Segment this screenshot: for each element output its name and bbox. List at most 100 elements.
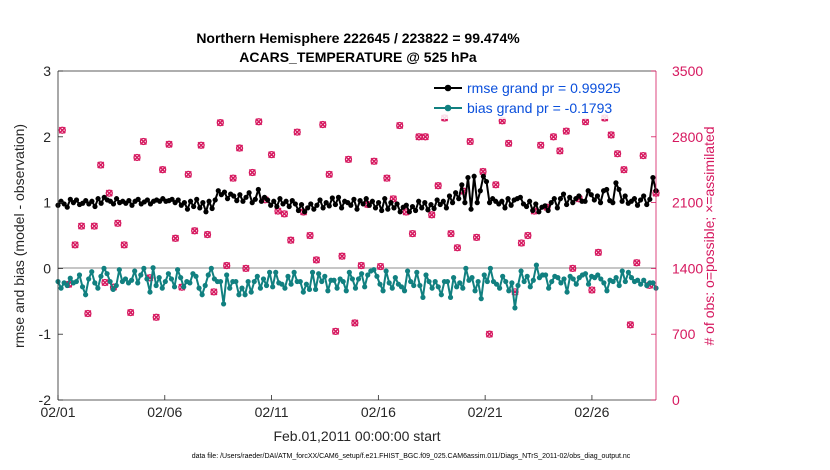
- bias-point: [503, 278, 509, 285]
- bias-point: [558, 280, 564, 286]
- bias-point: [175, 267, 181, 273]
- rmse-point: [323, 200, 329, 206]
- obs-assimilated-marker: [421, 133, 429, 141]
- obs-assimilated-marker: [633, 259, 641, 267]
- obs-assimilated-marker: [453, 244, 461, 252]
- obs-assimilated-marker: [71, 241, 79, 249]
- bias-point: [79, 284, 86, 290]
- obs-assimilated-marker: [223, 262, 231, 270]
- bias-point: [546, 285, 552, 291]
- bias-point: [527, 284, 533, 290]
- bias-point: [217, 278, 224, 285]
- obs-possible-marker: [626, 321, 635, 329]
- rmse-point: [271, 198, 277, 204]
- bias-point: [239, 285, 245, 291]
- rmse-point: [597, 200, 604, 206]
- bias-point: [438, 292, 444, 298]
- obs-assimilated-marker: [524, 231, 532, 240]
- bias-point: [199, 292, 205, 298]
- obs-assimilated-marker: [197, 141, 205, 149]
- bias-point: [444, 278, 451, 285]
- bias-point: [533, 262, 540, 268]
- rmse-point: [564, 201, 570, 208]
- rmse-point: [582, 198, 588, 204]
- bias-point: [322, 273, 328, 279]
- y-tick-label: 1: [43, 195, 51, 211]
- rmse-point: [110, 201, 117, 207]
- rmse-point: [456, 196, 462, 202]
- bias-point: [432, 278, 438, 285]
- chart-title-line-1: Northern Hemisphere 222645 / 223822 = 99…: [196, 30, 520, 46]
- x-tick-label: 02/01: [40, 404, 75, 420]
- obs-assimilated-marker: [77, 222, 86, 230]
- obs-possible-marker: [97, 161, 105, 169]
- bias-point: [267, 269, 273, 275]
- rmse-point: [332, 201, 339, 208]
- rmse-point: [67, 196, 73, 202]
- rmse-point: [258, 198, 265, 204]
- obs-assimilated-marker: [325, 170, 333, 178]
- obs-assimilated-marker: [312, 256, 320, 264]
- bias-point: [521, 278, 527, 285]
- obs-possible-marker: [517, 239, 526, 247]
- obs-assimilated-marker: [370, 157, 378, 165]
- legend: rmse grand pr = 0.99925 bias grand pr = …: [430, 77, 652, 119]
- bias-point: [355, 276, 362, 282]
- rmse-point: [591, 197, 597, 203]
- bias-point: [478, 296, 484, 302]
- bias-point: [380, 288, 386, 294]
- obs-assimilated-marker: [351, 319, 359, 327]
- rmse-point: [277, 196, 283, 202]
- obs-possible-marker: [242, 264, 250, 273]
- rmse-point: [379, 207, 385, 214]
- bias-point: [460, 285, 466, 291]
- bias-point: [144, 276, 150, 282]
- obs-assimilated-marker: [485, 330, 493, 338]
- rmse-point: [391, 205, 397, 211]
- bias-point: [159, 285, 165, 291]
- obs-assimilated-marker: [588, 286, 596, 294]
- bias-point: [288, 281, 294, 287]
- rmse-point: [637, 197, 644, 203]
- bias-point: [285, 273, 291, 279]
- obs-possible-marker: [90, 222, 98, 230]
- bias-point: [135, 280, 141, 286]
- rmse-point: [311, 206, 317, 212]
- obs-assimilated-marker: [120, 241, 128, 249]
- rmse-point: [616, 186, 622, 193]
- rmse-point: [468, 206, 474, 212]
- obs-possible-marker: [165, 140, 173, 148]
- bias-point: [270, 284, 276, 290]
- bias-point: [196, 285, 202, 291]
- obs-possible-marker: [331, 327, 340, 336]
- bias-point: [138, 272, 144, 278]
- y-right-tick-label: 1400: [672, 260, 703, 276]
- rmse-point: [212, 197, 218, 203]
- bias-point: [555, 275, 561, 281]
- rmse-point: [320, 205, 326, 211]
- rmse-point: [375, 200, 382, 206]
- rmse-point: [265, 197, 271, 203]
- obs-assimilated-marker: [165, 140, 173, 148]
- bias-point: [564, 289, 570, 295]
- rmse-point: [388, 200, 394, 206]
- data-file-footer: data file: /Users/raeder/DAI/ATM_forcXX/…: [192, 453, 631, 460]
- obs-assimilated-marker: [159, 166, 167, 174]
- bias-point: [582, 271, 589, 277]
- rmse-point: [351, 196, 357, 202]
- obs-assimilated-marker: [626, 321, 634, 329]
- bias-point: [340, 278, 346, 285]
- bias-point: [282, 285, 288, 291]
- bias-point: [405, 268, 411, 274]
- rmse-point: [567, 194, 573, 200]
- bias-point: [392, 275, 398, 281]
- obs-assimilated-marker: [620, 166, 628, 174]
- obs-assimilated-marker: [383, 174, 391, 182]
- rmse-point: [403, 202, 409, 208]
- obs-possible-marker: [133, 153, 141, 162]
- bias-point: [512, 305, 518, 311]
- obs-possible-marker: [216, 119, 224, 127]
- obs-assimilated-marker: [236, 144, 244, 152]
- x-tick-label: 02/16: [361, 404, 396, 420]
- bias-point: [411, 282, 417, 289]
